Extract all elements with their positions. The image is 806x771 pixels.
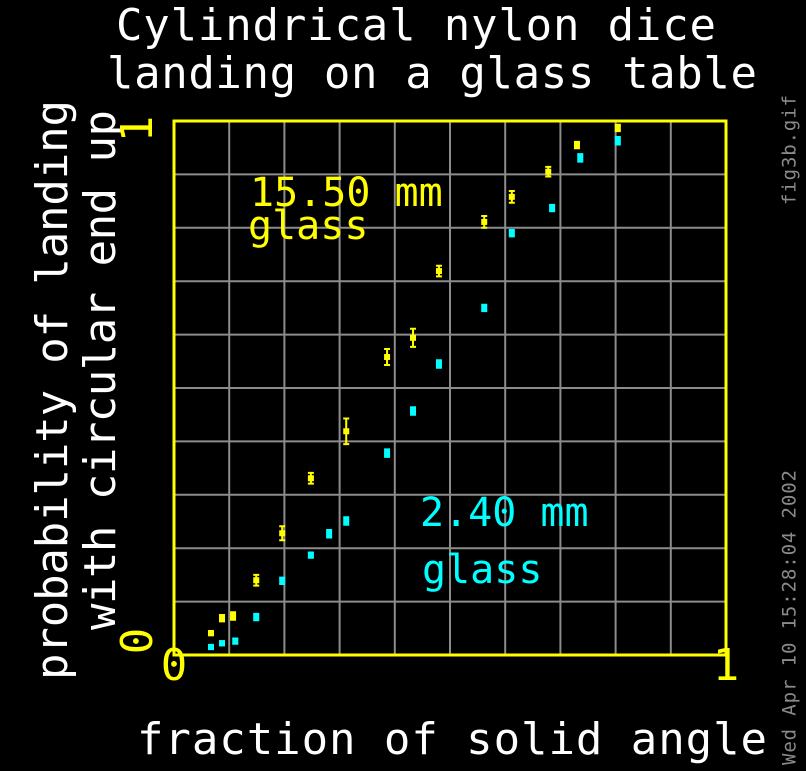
point	[253, 614, 260, 621]
annotation: glass	[248, 203, 368, 249]
point	[545, 168, 552, 175]
point	[207, 630, 214, 637]
x-tick-label: 0	[161, 640, 188, 691]
point	[481, 304, 488, 311]
annotation: 15.50 mm	[250, 170, 443, 216]
point	[307, 475, 314, 482]
point	[614, 137, 621, 144]
point	[410, 407, 417, 414]
point	[207, 643, 214, 650]
timestamp: Wed Apr 10 15:28:04 2002	[779, 470, 801, 765]
point	[384, 354, 391, 361]
point	[343, 517, 350, 524]
point	[279, 530, 286, 537]
annotation: 2.40 mm	[420, 490, 589, 536]
chart-title: Cylindrical nylon dice	[116, 0, 716, 51]
y-axis-label: probability of landing	[27, 100, 78, 680]
point	[508, 193, 515, 200]
point	[481, 218, 488, 225]
point	[410, 334, 417, 341]
plot-frame	[172, 119, 728, 657]
x-axis-label: fraction of solid angle	[137, 714, 767, 765]
point	[384, 450, 391, 457]
y-axis-label: with circular end up	[75, 110, 126, 630]
point	[614, 124, 621, 131]
point	[343, 428, 350, 435]
point	[326, 530, 333, 537]
point	[232, 638, 239, 645]
point	[577, 154, 584, 161]
point	[279, 577, 286, 584]
point	[549, 205, 556, 212]
file-name: fig3b.gif	[779, 95, 801, 205]
point	[435, 360, 442, 367]
y-tick-label: 1	[112, 116, 163, 143]
point	[508, 230, 515, 237]
point	[307, 552, 314, 559]
annotation: glass	[422, 547, 542, 593]
point	[573, 142, 580, 149]
chart-title: landing on a glass table	[107, 48, 757, 99]
point	[219, 640, 226, 647]
point	[230, 613, 237, 620]
y-tick-label: 0	[112, 628, 163, 655]
point	[253, 577, 260, 584]
point	[435, 268, 442, 275]
x-tick-label: 1	[713, 640, 740, 691]
point	[219, 615, 226, 622]
